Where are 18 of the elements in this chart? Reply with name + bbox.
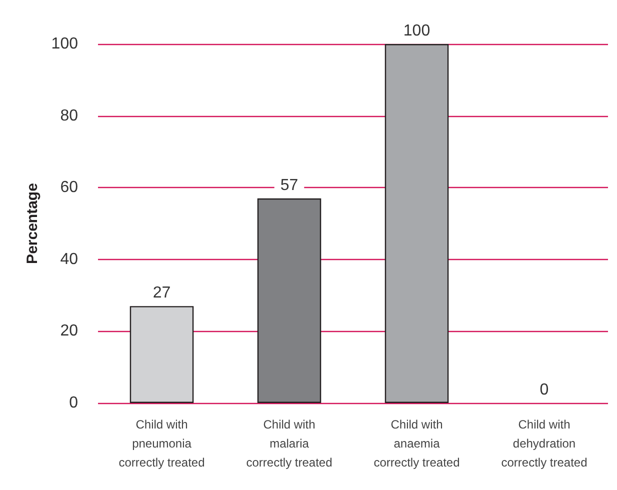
x-tick-label: Child with anaemia correctly treated — [374, 418, 460, 470]
x-tick-label: Child with pneumonia correctly treated — [118, 418, 205, 470]
x-tick-label: Child with dehydration correctly treated — [501, 418, 588, 470]
y-tick-label: 60 — [60, 179, 78, 196]
data-label: 27 — [152, 284, 171, 302]
data-label: 100 — [403, 22, 430, 40]
bar — [130, 306, 194, 403]
data-label: 57 — [280, 176, 298, 194]
bar — [257, 198, 322, 403]
x-tick-label: Child with malaria correctly treated — [246, 418, 332, 470]
y-tick-label: 80 — [60, 107, 78, 124]
y-axis-title: Percentage — [24, 183, 41, 264]
y-tick-label: 40 — [60, 250, 78, 268]
bar — [384, 44, 449, 403]
y-tick-label: 100 — [51, 36, 78, 52]
data-label: 0 — [540, 382, 549, 398]
y-tick-label: 0 — [69, 394, 78, 412]
y-tick-label: 20 — [60, 322, 78, 340]
